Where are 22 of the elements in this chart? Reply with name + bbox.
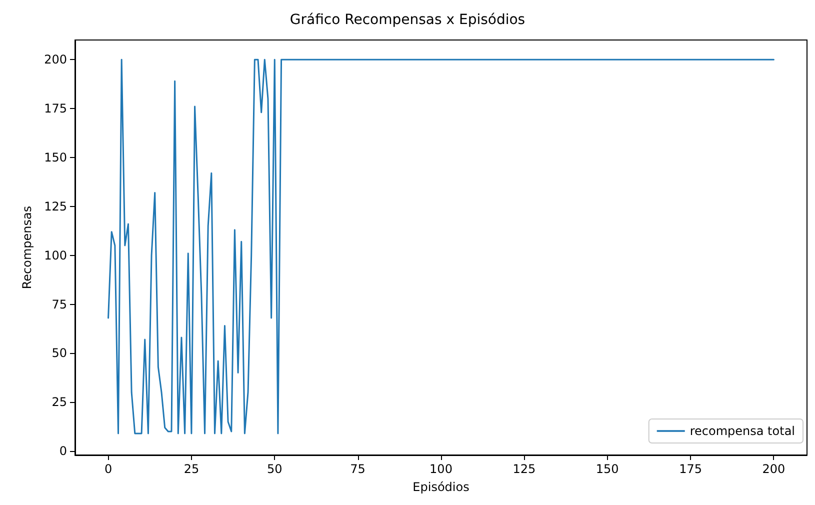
y-tick-label: 200 <box>44 52 67 67</box>
y-tick-label: 25 <box>52 395 67 410</box>
x-tick-label: 0 <box>104 462 112 476</box>
x-axis-title: Episódios <box>412 480 470 494</box>
y-axis-title: Recompensas <box>20 206 34 290</box>
legend-label: recompensa total <box>690 424 796 438</box>
x-tick-label: 50 <box>266 462 282 476</box>
x-tick-label: 150 <box>596 462 619 476</box>
chart-title: Gráfico Recompensas x Episódios <box>290 12 526 28</box>
y-tick-label: 150 <box>44 150 67 164</box>
x-tick-label: 25 <box>184 462 200 476</box>
y-tick-label: 75 <box>52 297 67 312</box>
y-tick-label: 50 <box>52 346 67 360</box>
x-tick-label: 200 <box>762 462 786 476</box>
y-tick-label: 125 <box>44 199 67 214</box>
x-tick-label: 75 <box>350 462 366 476</box>
x-tick-label: 100 <box>430 462 452 476</box>
x-tick-label: 125 <box>512 462 536 476</box>
y-tick-label: 0 <box>59 444 67 458</box>
y-tick-label: 100 <box>44 248 67 262</box>
x-tick-label: 175 <box>679 462 702 476</box>
y-tick-label: 175 <box>44 102 67 116</box>
